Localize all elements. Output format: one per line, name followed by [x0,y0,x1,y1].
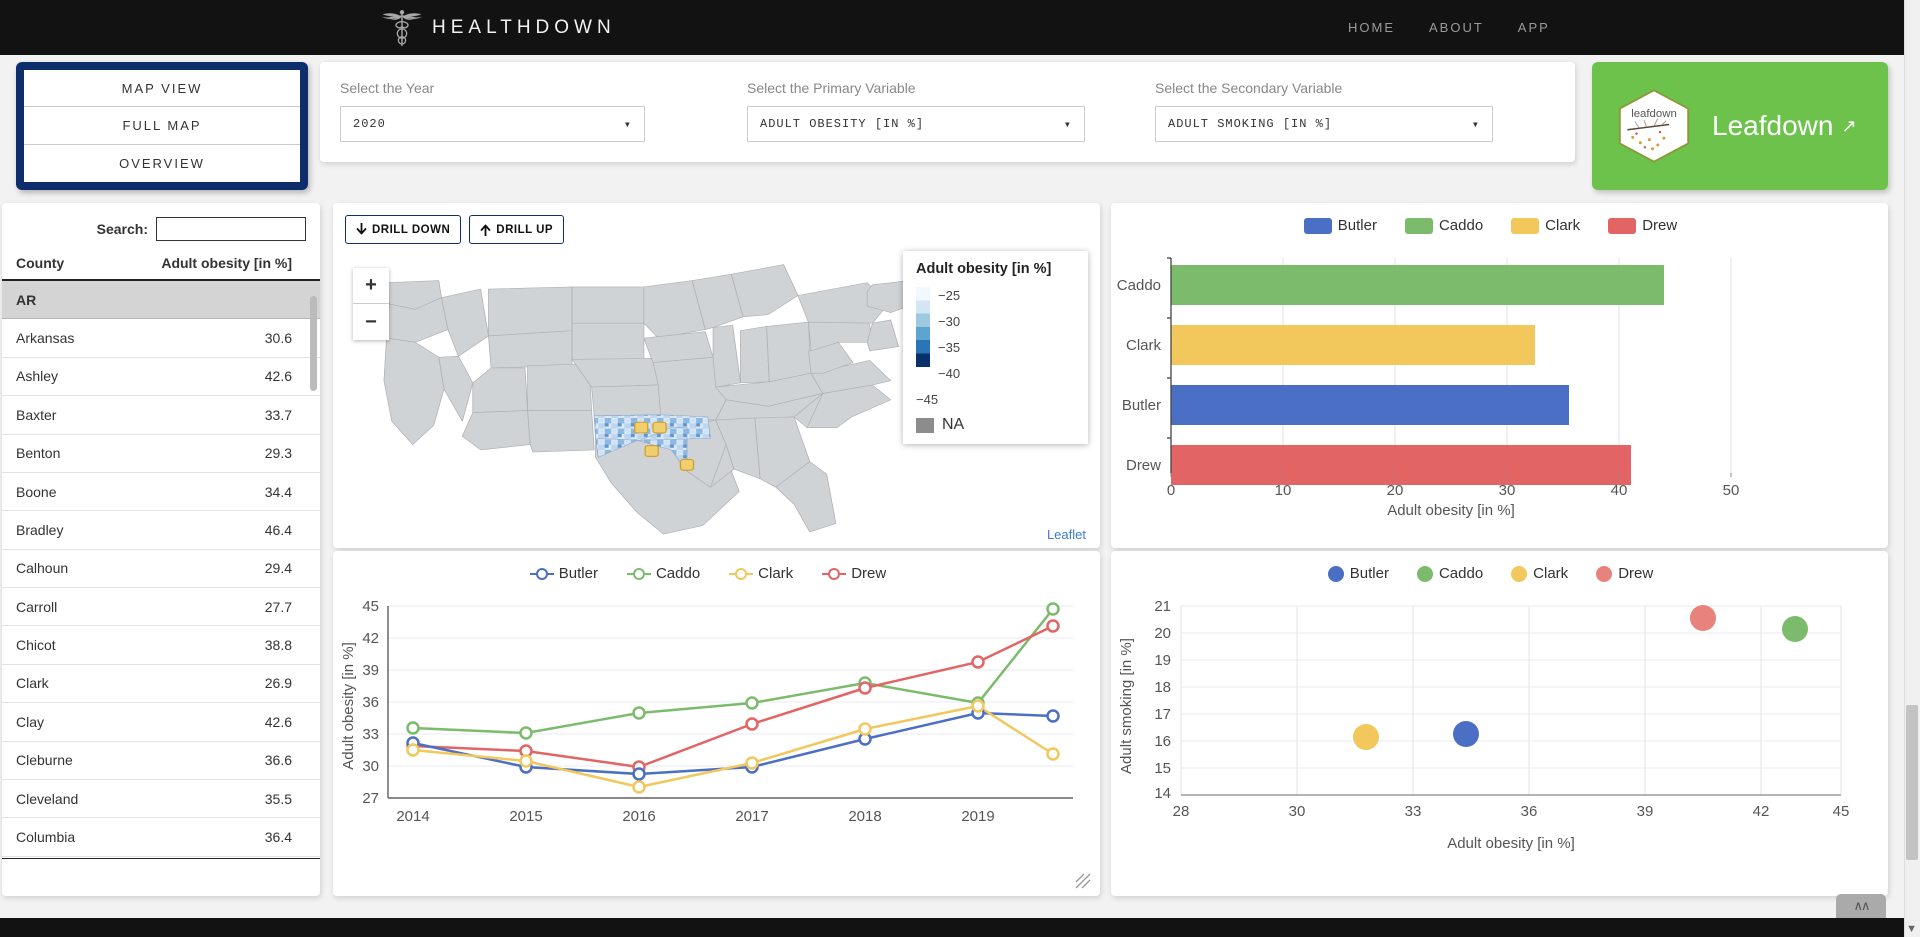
svg-text:39: 39 [362,662,379,679]
svg-text:Caddo: Caddo [1117,277,1161,294]
svg-text:39: 39 [1637,803,1654,820]
svg-text:2016: 2016 [622,808,655,825]
svg-text:14: 14 [1154,785,1171,802]
svg-text:leafdown: leafdown [1631,108,1677,120]
svg-text:17: 17 [1154,706,1171,723]
svg-text:2018: 2018 [848,808,881,825]
svg-text:Adult smoking [in %]: Adult smoking [in %] [1118,638,1135,774]
svg-text:40: 40 [1611,482,1628,499]
svg-text:0: 0 [1167,482,1175,499]
svg-text:36: 36 [362,694,379,711]
svg-text:50: 50 [1723,482,1740,499]
svg-text:20: 20 [1387,482,1404,499]
svg-text:Butler: Butler [1122,397,1161,414]
svg-text:30: 30 [1499,482,1516,499]
svg-text:2015: 2015 [509,808,542,825]
svg-text:Drew: Drew [1126,457,1161,474]
svg-text:20: 20 [1154,625,1171,642]
svg-text:45: 45 [1833,803,1850,820]
svg-text:Adult obesity [in %]: Adult obesity [in %] [340,642,357,770]
svg-text:Adult obesity [in %]: Adult obesity [in %] [1387,502,1515,518]
svg-text:21: 21 [1154,598,1171,615]
svg-text:42: 42 [362,630,379,647]
svg-text:2019: 2019 [961,808,994,825]
svg-text:28: 28 [1173,803,1190,820]
svg-text:42: 42 [1753,803,1770,820]
svg-text:Clark: Clark [1126,337,1162,354]
svg-text:15: 15 [1154,760,1171,777]
svg-text:2014: 2014 [396,808,429,825]
svg-text:33: 33 [1405,803,1422,820]
svg-text:27: 27 [362,790,379,807]
svg-text:45: 45 [362,598,379,615]
svg-text:2017: 2017 [735,808,768,825]
svg-text:16: 16 [1154,733,1171,750]
svg-text:33: 33 [362,726,379,743]
svg-text:36: 36 [1521,803,1538,820]
svg-text:19: 19 [1154,652,1171,669]
svg-text:10: 10 [1275,482,1292,499]
svg-text:30: 30 [362,758,379,775]
svg-text:18: 18 [1154,679,1171,696]
svg-text:Adult obesity [in %]: Adult obesity [in %] [1447,835,1575,852]
svg-text:30: 30 [1289,803,1306,820]
